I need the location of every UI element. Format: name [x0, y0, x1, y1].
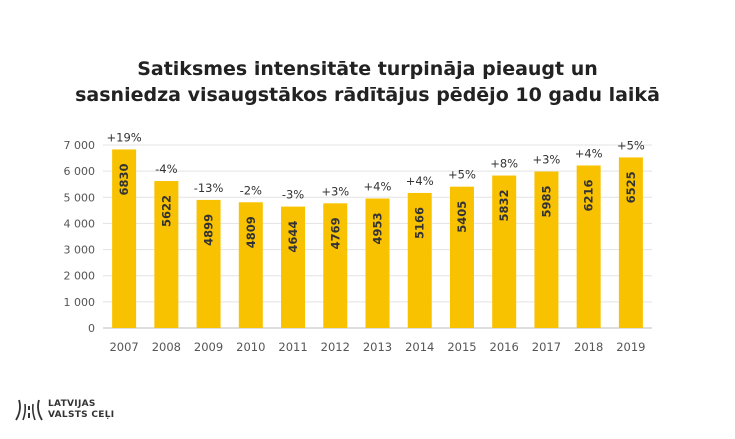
- bar-change-label: +4%: [575, 146, 603, 160]
- bar-value-label: 4644: [286, 221, 300, 253]
- bar-value-label: 4899: [202, 214, 216, 246]
- bar-change-label: +8%: [490, 157, 518, 171]
- y-tick-label: 1 000: [64, 296, 96, 309]
- bar-value-label: 5166: [413, 207, 427, 239]
- x-tick-label: 2017: [532, 340, 561, 354]
- bar-change-label: -3%: [282, 188, 304, 202]
- bar: [281, 206, 306, 328]
- bar-value-label: 5985: [539, 186, 553, 218]
- logo-line-2: VALSTS CEĻI: [48, 410, 115, 420]
- x-tick-label: 2007: [109, 340, 138, 354]
- bar: [112, 149, 137, 328]
- bar: [407, 192, 432, 328]
- bar-change-label: +19%: [107, 130, 142, 144]
- bar-change-label: +4%: [364, 180, 392, 194]
- logo-text: LATVIJAS VALSTS CEĻI: [48, 399, 114, 421]
- bar-value-label: 4953: [371, 213, 385, 245]
- chart-title-line-2: sasniedza visaugstākos rādītājus pēdējo …: [75, 84, 660, 106]
- y-tick-label: 3 000: [64, 244, 96, 257]
- y-tick-label: 0: [88, 322, 95, 335]
- bar-value-label: 6830: [117, 163, 131, 195]
- bar: [154, 181, 179, 328]
- bar: [534, 171, 559, 328]
- bar: [576, 165, 601, 328]
- y-tick-label: 2 000: [64, 270, 96, 283]
- x-tick-label: 2019: [616, 340, 645, 354]
- bar-change-label: -4%: [155, 162, 177, 176]
- bar: [365, 198, 390, 328]
- bar-value-label: 5405: [455, 201, 469, 233]
- bar: [196, 199, 221, 328]
- x-tick-label: 2014: [405, 340, 434, 354]
- bar-value-label: 6216: [582, 179, 596, 211]
- x-tick-label: 2008: [152, 340, 181, 354]
- bar-change-label: +4%: [406, 174, 434, 188]
- bar-change-label: -13%: [194, 181, 224, 195]
- x-tick-label: 2010: [236, 340, 265, 354]
- bar: [492, 175, 517, 328]
- bar: [238, 202, 263, 328]
- bar: [618, 157, 643, 328]
- y-tick-label: 4 000: [64, 217, 96, 230]
- bar-value-label: 4769: [328, 217, 342, 249]
- logo-line-1: LATVIJAS: [48, 399, 96, 409]
- road-logo-icon: [15, 399, 43, 421]
- bar-change-label: -2%: [240, 183, 262, 197]
- bar-value-label: 4809: [244, 216, 258, 248]
- bar: [449, 186, 474, 328]
- bar-change-label: +5%: [617, 138, 645, 152]
- bar: [323, 203, 348, 328]
- bar-value-label: 5832: [497, 190, 511, 222]
- bar-change-label: +3%: [321, 184, 349, 198]
- y-tick-label: 7 000: [64, 139, 96, 152]
- chart-title: Satiksmes intensitāte turpināja pieaugt …: [0, 56, 735, 108]
- bar-change-label: +5%: [448, 168, 476, 182]
- y-tick-label: 5 000: [64, 191, 96, 204]
- x-tick-label: 2013: [363, 340, 392, 354]
- bar-value-label: 6525: [624, 171, 638, 203]
- y-tick-label: 6 000: [64, 165, 96, 178]
- bar-change-label: +3%: [532, 153, 560, 167]
- x-tick-label: 2016: [490, 340, 519, 354]
- bar-value-label: 5622: [159, 195, 173, 227]
- x-tick-label: 2015: [447, 340, 476, 354]
- latvijas-valsts-celi-logo: LATVIJAS VALSTS CEĻI: [14, 398, 174, 432]
- x-tick-label: 2011: [278, 340, 307, 354]
- x-tick-label: 2018: [574, 340, 603, 354]
- chart-title-line-1: Satiksmes intensitāte turpināja pieaugt …: [137, 58, 598, 80]
- x-tick-label: 2012: [321, 340, 350, 354]
- x-tick-label: 2009: [194, 340, 223, 354]
